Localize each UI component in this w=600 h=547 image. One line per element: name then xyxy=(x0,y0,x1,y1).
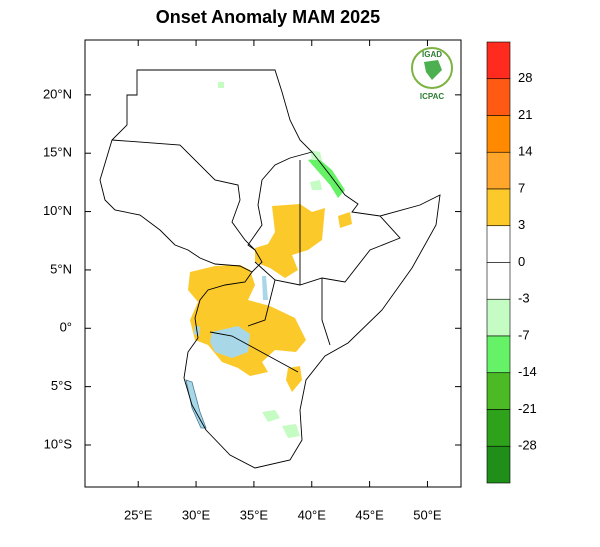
colorbar-label: 0 xyxy=(518,254,525,269)
colorbar-box xyxy=(486,445,511,484)
y-tick-label: 10°S xyxy=(44,436,73,451)
country-border xyxy=(321,278,331,346)
country-border xyxy=(111,139,263,273)
anomaly-area xyxy=(255,204,325,278)
lake xyxy=(185,379,207,429)
colorbar-label: 21 xyxy=(518,107,532,122)
y-tick-label: 5°N xyxy=(50,261,72,276)
colorbar-box xyxy=(486,298,511,337)
country-border xyxy=(209,331,299,373)
anomaly-area xyxy=(338,212,352,228)
anomaly-area xyxy=(308,158,345,198)
colorbar-label: -14 xyxy=(518,364,537,379)
anomaly-area xyxy=(282,424,300,438)
anomaly-area xyxy=(286,366,302,392)
colorbar-box xyxy=(486,335,511,374)
colorbar-label: -21 xyxy=(518,401,537,416)
x-tick-label: 40°E xyxy=(298,507,327,522)
x-tick-label: 50°E xyxy=(413,507,442,522)
country-border xyxy=(261,151,313,181)
y-tick-label: 10°N xyxy=(43,203,72,218)
y-tick-label: 0° xyxy=(60,320,72,335)
logo-map xyxy=(424,60,442,80)
axes: 25°E 30°E 35°E 40°E 45°E 50°E 20°N 15°N 10°N 5°N 0… xyxy=(43,40,461,522)
region-border xyxy=(99,69,441,469)
title: Onset Anomaly MAM 2025 xyxy=(156,7,380,27)
map-frame xyxy=(84,39,462,488)
country-border xyxy=(247,279,276,327)
colorbar-label: 7 xyxy=(518,180,525,195)
lake xyxy=(262,276,268,300)
colorbar-box xyxy=(486,409,511,447)
logo: IGAD ICPAC xyxy=(411,47,453,101)
anomaly-area xyxy=(218,82,224,88)
colorbar-box xyxy=(486,188,511,227)
x-tick-label: 25°E xyxy=(124,507,153,522)
x-tick-label: 30°E xyxy=(182,507,211,522)
y-tick-label: 5°S xyxy=(51,378,72,393)
y-tick-label: 15°N xyxy=(43,145,72,160)
anomaly-area xyxy=(310,150,322,160)
y-tick-label: 20°N xyxy=(43,86,72,101)
colorbar-label: -28 xyxy=(518,438,537,453)
logo-text: IGAD xyxy=(422,50,442,59)
colorbar-label: -7 xyxy=(518,327,530,342)
colorbar-label: 14 xyxy=(518,144,532,159)
colorbar-box xyxy=(486,372,511,410)
anomaly-area xyxy=(310,180,322,190)
colorbar-label: 3 xyxy=(518,217,525,232)
colorbar-box xyxy=(486,225,511,263)
anomaly-area xyxy=(188,265,306,376)
colorbar-label: 28 xyxy=(518,70,532,85)
map-content xyxy=(99,69,441,469)
colorbar: 28 21 14 7 3 0 -3 -7 -14 -21 -28 xyxy=(486,41,537,484)
anomaly-area xyxy=(262,410,280,422)
colorbar-box xyxy=(486,151,511,190)
colorbar-box xyxy=(486,41,511,80)
colorbar-label: -3 xyxy=(518,291,530,306)
country-border xyxy=(254,215,401,286)
x-tick-label: 45°E xyxy=(355,507,384,522)
colorbar-box xyxy=(486,115,511,153)
colorbar-box xyxy=(486,78,511,116)
colorbar-box xyxy=(486,262,511,300)
country-border xyxy=(247,179,263,251)
logo-text: ICPAC xyxy=(420,92,445,101)
x-tick-label: 35°E xyxy=(240,507,269,522)
